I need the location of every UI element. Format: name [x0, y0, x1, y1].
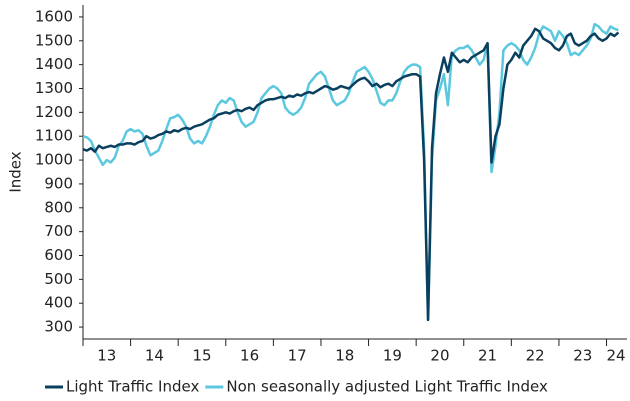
- x-tick-label: 17: [288, 347, 307, 365]
- y-tick-label: 1000: [35, 151, 73, 169]
- x-tick-label: 20: [430, 347, 449, 365]
- x-tick-label: 13: [97, 347, 116, 365]
- x-tick-label: 16: [240, 347, 259, 365]
- x-tick-label: 15: [192, 347, 211, 365]
- y-tick-label: 900: [44, 174, 73, 192]
- y-tick-label: 1500: [35, 31, 73, 49]
- y-tick-label: 600: [44, 246, 73, 264]
- line-series: [82, 22, 619, 322]
- x-tick-label: 24: [607, 347, 626, 365]
- x-tick-label: 22: [526, 347, 545, 365]
- x-tick-label: 18: [335, 347, 354, 365]
- x-tick-label: 19: [383, 347, 402, 365]
- y-tick-label: 1200: [35, 103, 73, 121]
- y-tick-label: 1100: [35, 127, 73, 145]
- x-tick-label: 21: [478, 347, 497, 365]
- x-tick-label: 23: [573, 347, 592, 365]
- y-tick-label: 400: [44, 294, 73, 312]
- legend-label: Non seasonally adjusted Light Traffic In…: [226, 378, 548, 396]
- y-tick-label: 300: [44, 318, 73, 336]
- y-tick-label: 1300: [35, 79, 73, 97]
- y-tick-label: 1400: [35, 55, 73, 73]
- legend-label: Light Traffic Index: [66, 378, 199, 396]
- y-axis-label: Index: [7, 151, 25, 192]
- y-tick-label: 500: [44, 270, 73, 288]
- y-tick-label: 700: [44, 222, 73, 240]
- line-series: [82, 27, 620, 322]
- x-tick-label: 14: [145, 347, 164, 365]
- y-tick-label: 800: [44, 198, 73, 216]
- y-tick-label: 1600: [35, 7, 73, 25]
